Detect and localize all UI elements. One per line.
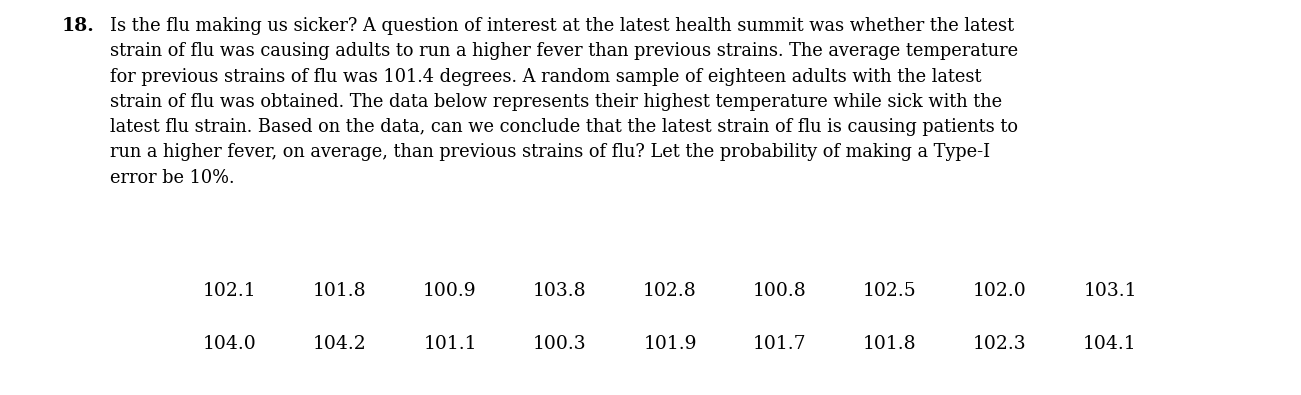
Text: 102.1: 102.1 (203, 282, 256, 300)
Text: 103.8: 103.8 (533, 282, 587, 300)
Text: 100.8: 100.8 (753, 282, 807, 300)
Text: 104.1: 104.1 (1084, 335, 1137, 353)
Text: 100.3: 100.3 (533, 335, 587, 353)
Text: 102.8: 102.8 (643, 282, 697, 300)
Text: 100.9: 100.9 (423, 282, 476, 300)
Text: 102.3: 102.3 (973, 335, 1026, 353)
Text: 103.1: 103.1 (1084, 282, 1137, 300)
Text: 101.9: 101.9 (643, 335, 697, 353)
Text: 101.1: 101.1 (423, 335, 476, 353)
Text: Is the flu making us sicker? A question of interest at the latest health summit : Is the flu making us sicker? A question … (111, 17, 1019, 187)
Text: 18.: 18. (62, 17, 95, 35)
Text: 102.0: 102.0 (973, 282, 1026, 300)
Text: 102.5: 102.5 (863, 282, 917, 300)
Text: 101.8: 101.8 (314, 282, 367, 300)
Text: 104.2: 104.2 (314, 335, 367, 353)
Text: 101.7: 101.7 (753, 335, 807, 353)
Text: 101.8: 101.8 (863, 335, 917, 353)
Text: 104.0: 104.0 (203, 335, 256, 353)
